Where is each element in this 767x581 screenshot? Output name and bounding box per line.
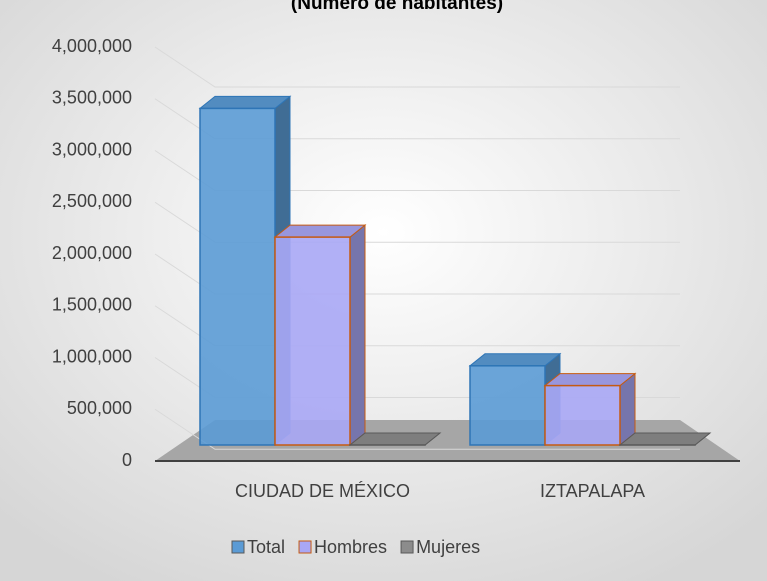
bar <box>544 384 621 446</box>
y-tick-label: 3,000,000 <box>52 139 132 159</box>
y-tick-label: 500,000 <box>67 398 132 418</box>
legend-label: Hombres <box>314 537 387 557</box>
y-tick-label: 4,000,000 <box>52 36 132 56</box>
legend-label: Total <box>247 537 285 557</box>
legend-swatch <box>400 540 414 554</box>
bar-top <box>198 95 292 109</box>
y-tick-label: 2,500,000 <box>52 191 132 211</box>
bar <box>469 365 546 446</box>
bar-side <box>349 224 366 447</box>
bar-top <box>348 432 442 446</box>
y-tick-label: 1,500,000 <box>52 295 132 315</box>
bar <box>199 107 276 446</box>
chart-title: (Número de habitantes) <box>291 0 503 14</box>
x-tick-label: CIUDAD DE MÉXICO <box>235 481 410 501</box>
legend-swatch <box>298 540 312 554</box>
y-tick-label: 3,500,000 <box>52 88 132 108</box>
bar <box>274 236 351 446</box>
x-tick-label: IZTAPALAPA <box>540 481 645 501</box>
grid-line <box>154 46 680 88</box>
bar-top <box>618 432 712 446</box>
y-tick-label: 1,000,000 <box>52 346 132 366</box>
bar-top <box>468 353 562 367</box>
legend-swatch <box>231 540 245 554</box>
y-tick-label: 0 <box>122 450 132 470</box>
y-tick-label: 2,000,000 <box>52 243 132 263</box>
bar-top <box>543 373 637 387</box>
grid-line <box>154 408 680 450</box>
legend-label: Mujeres <box>416 537 480 557</box>
bar-top <box>273 224 367 238</box>
